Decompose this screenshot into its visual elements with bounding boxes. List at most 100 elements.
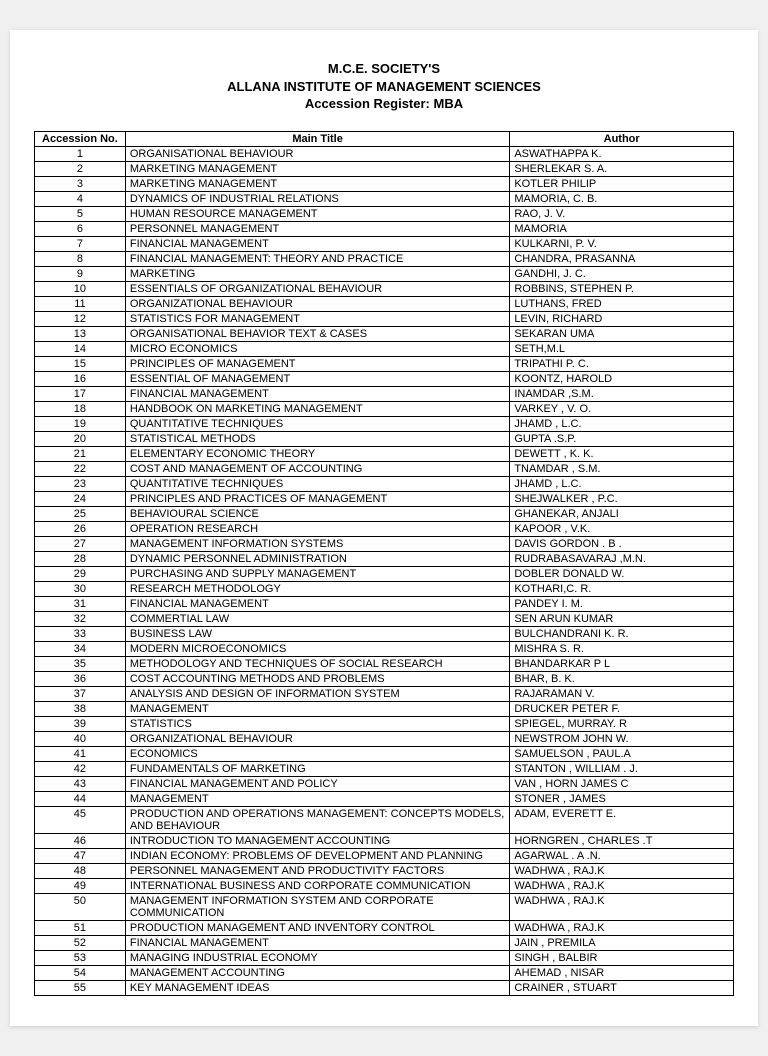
table-row: 27MANAGEMENT INFORMATION SYSTEMSDAVIS GO…: [35, 536, 734, 551]
cell-accession-no: 29: [35, 566, 126, 581]
table-row: 11ORGANIZATIONAL BEHAVIOURLUTHANS, FRED: [35, 296, 734, 311]
table-row: 23QUANTITATIVE TECHNIQUESJHAMD , L.C.: [35, 476, 734, 491]
document-page: M.C.E. SOCIETY'S ALLANA INSTITUTE OF MAN…: [10, 30, 758, 1026]
cell-accession-no: 2: [35, 161, 126, 176]
cell-author: PANDEY I. M.: [510, 596, 734, 611]
table-row: 29PURCHASING AND SUPPLY MANAGEMENTDOBLER…: [35, 566, 734, 581]
accession-table: Accession No. Main Title Author 1ORGANIS…: [34, 131, 734, 996]
cell-accession-no: 44: [35, 791, 126, 806]
cell-author: KULKARNI, P. V.: [510, 236, 734, 251]
cell-main-title: BEHAVIOURAL SCIENCE: [125, 506, 509, 521]
table-row: 22COST AND MANAGEMENT OF ACCOUNTINGTNAMD…: [35, 461, 734, 476]
table-row: 7FINANCIAL MANAGEMENTKULKARNI, P. V.: [35, 236, 734, 251]
cell-author: CRAINER , STUART: [510, 980, 734, 995]
cell-main-title: ESSENTIALS OF ORGANIZATIONAL BEHAVIOUR: [125, 281, 509, 296]
col-main-title: Main Title: [125, 131, 509, 146]
table-row: 44MANAGEMENTSTONER , JAMES: [35, 791, 734, 806]
table-row: 48PERSONNEL MANAGEMENT AND PRODUCTIVITY …: [35, 863, 734, 878]
cell-main-title: MANAGEMENT INFORMATION SYSTEM AND CORPOR…: [125, 893, 509, 920]
cell-main-title: MODERN MICROECONOMICS: [125, 641, 509, 656]
cell-main-title: ECONOMICS: [125, 746, 509, 761]
cell-author: SPIEGEL, MURRAY. R: [510, 716, 734, 731]
table-header-row: Accession No. Main Title Author: [35, 131, 734, 146]
table-row: 1ORGANISATIONAL BEHAVIOURASWATHAPPA K.: [35, 146, 734, 161]
table-row: 36COST ACCOUNTING METHODS AND PROBLEMSBH…: [35, 671, 734, 686]
cell-main-title: FUNDAMENTALS OF MARKETING: [125, 761, 509, 776]
cell-accession-no: 18: [35, 401, 126, 416]
cell-accession-no: 31: [35, 596, 126, 611]
cell-author: GANDHI, J. C.: [510, 266, 734, 281]
table-row: 40ORGANIZATIONAL BEHAVIOURNEWSTROM JOHN …: [35, 731, 734, 746]
table-row: 53MANAGING INDUSTRIAL ECONOMYSINGH , BAL…: [35, 950, 734, 965]
cell-author: MISHRA S. R.: [510, 641, 734, 656]
table-row: 21ELEMENTARY ECONOMIC THEORYDEWETT , K. …: [35, 446, 734, 461]
table-row: 12STATISTICS FOR MANAGEMENTLEVIN, RICHAR…: [35, 311, 734, 326]
cell-main-title: STATISTICS FOR MANAGEMENT: [125, 311, 509, 326]
cell-accession-no: 47: [35, 848, 126, 863]
cell-author: GHANEKAR, ANJALI: [510, 506, 734, 521]
cell-main-title: ELEMENTARY ECONOMIC THEORY: [125, 446, 509, 461]
table-row: 41ECONOMICSSAMUELSON , PAUL.A: [35, 746, 734, 761]
table-row: 45PRODUCTION AND OPERATIONS MANAGEMENT: …: [35, 806, 734, 833]
cell-accession-no: 21: [35, 446, 126, 461]
cell-accession-no: 22: [35, 461, 126, 476]
cell-main-title: FINANCIAL MANAGEMENT AND POLICY: [125, 776, 509, 791]
table-row: 35METHODOLOGY AND TECHNIQUES OF SOCIAL R…: [35, 656, 734, 671]
cell-author: RUDRABASAVARAJ ,M.N.: [510, 551, 734, 566]
cell-author: DEWETT , K. K.: [510, 446, 734, 461]
cell-main-title: MARKETING: [125, 266, 509, 281]
cell-main-title: COST AND MANAGEMENT OF ACCOUNTING: [125, 461, 509, 476]
cell-author: STANTON , WILLIAM . J.: [510, 761, 734, 776]
cell-main-title: ANALYSIS AND DESIGN OF INFORMATION SYSTE…: [125, 686, 509, 701]
document-header: M.C.E. SOCIETY'S ALLANA INSTITUTE OF MAN…: [34, 60, 734, 113]
cell-main-title: MANAGEMENT: [125, 791, 509, 806]
cell-author: VAN , HORN JAMES C: [510, 776, 734, 791]
cell-main-title: BUSINESS LAW: [125, 626, 509, 641]
cell-accession-no: 55: [35, 980, 126, 995]
table-row: 14MICRO ECONOMICSSETH,M.L: [35, 341, 734, 356]
cell-author: WADHWA , RAJ.K: [510, 878, 734, 893]
cell-accession-no: 27: [35, 536, 126, 551]
cell-author: ROBBINS, STEPHEN P.: [510, 281, 734, 296]
cell-main-title: INTRODUCTION TO MANAGEMENT ACCOUNTING: [125, 833, 509, 848]
cell-author: SHEJWALKER , P.C.: [510, 491, 734, 506]
cell-author: AHEMAD , NISAR: [510, 965, 734, 980]
table-row: 3MARKETING MANAGEMENTKOTLER PHILIP: [35, 176, 734, 191]
cell-main-title: INDIAN ECONOMY: PROBLEMS OF DEVELOPMENT …: [125, 848, 509, 863]
cell-accession-no: 37: [35, 686, 126, 701]
cell-accession-no: 8: [35, 251, 126, 266]
cell-main-title: MANAGEMENT: [125, 701, 509, 716]
table-row: 52FINANCIAL MANAGEMENTJAIN , PREMILA: [35, 935, 734, 950]
cell-main-title: PERSONNEL MANAGEMENT AND PRODUCTIVITY FA…: [125, 863, 509, 878]
col-accession-no: Accession No.: [35, 131, 126, 146]
cell-accession-no: 17: [35, 386, 126, 401]
table-row: 32COMMERTIAL LAWSEN ARUN KUMAR: [35, 611, 734, 626]
table-row: 50MANAGEMENT INFORMATION SYSTEM AND CORP…: [35, 893, 734, 920]
cell-author: DOBLER DONALD W.: [510, 566, 734, 581]
cell-main-title: FINANCIAL MANAGEMENT: [125, 236, 509, 251]
cell-accession-no: 43: [35, 776, 126, 791]
cell-main-title: PERSONNEL MANAGEMENT: [125, 221, 509, 236]
cell-author: JHAMD , L.C.: [510, 416, 734, 431]
cell-main-title: STATISTICS: [125, 716, 509, 731]
cell-accession-no: 39: [35, 716, 126, 731]
cell-accession-no: 26: [35, 521, 126, 536]
table-row: 8FINANCIAL MANAGEMENT: THEORY AND PRACTI…: [35, 251, 734, 266]
cell-main-title: KEY MANAGEMENT IDEAS: [125, 980, 509, 995]
cell-main-title: HUMAN RESOURCE MANAGEMENT: [125, 206, 509, 221]
cell-main-title: PRINCIPLES OF MANAGEMENT: [125, 356, 509, 371]
cell-author: SEN ARUN KUMAR: [510, 611, 734, 626]
cell-main-title: STATISTICAL METHODS: [125, 431, 509, 446]
cell-accession-no: 52: [35, 935, 126, 950]
cell-main-title: COST ACCOUNTING METHODS AND PROBLEMS: [125, 671, 509, 686]
cell-author: WADHWA , RAJ.K: [510, 893, 734, 920]
cell-accession-no: 51: [35, 920, 126, 935]
table-row: 54MANAGEMENT ACCOUNTINGAHEMAD , NISAR: [35, 965, 734, 980]
cell-accession-no: 23: [35, 476, 126, 491]
cell-author: MAMORIA, C. B.: [510, 191, 734, 206]
cell-author: JAIN , PREMILA: [510, 935, 734, 950]
cell-author: KOTLER PHILIP: [510, 176, 734, 191]
table-row: 39STATISTICSSPIEGEL, MURRAY. R: [35, 716, 734, 731]
cell-main-title: PRODUCTION AND OPERATIONS MANAGEMENT: CO…: [125, 806, 509, 833]
table-row: 30RESEARCH METHODOLOGYKOTHARI,C. R.: [35, 581, 734, 596]
